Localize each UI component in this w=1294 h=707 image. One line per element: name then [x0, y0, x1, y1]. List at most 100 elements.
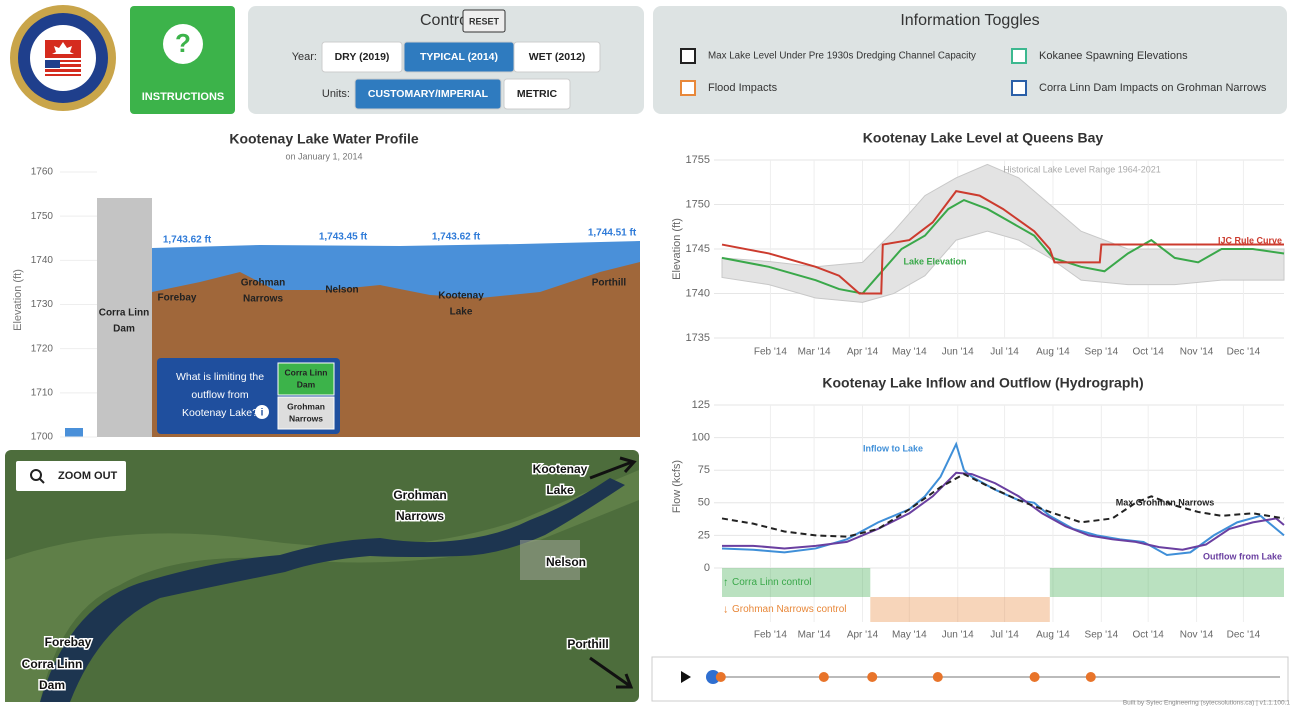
question-text: What is limiting the	[176, 371, 264, 383]
x-tick-label: Oct '14	[1132, 347, 1164, 358]
toggle-label: Kokanee Spawning Elevations	[1039, 50, 1188, 62]
year-button[interactable]	[321, 41, 403, 73]
info-icon-glyph: i	[261, 408, 264, 419]
location-label: Grohman	[241, 278, 285, 289]
profile-title: Kootenay Lake Water Profile	[229, 131, 419, 147]
series-label: Outflow from Lake	[1203, 551, 1282, 561]
x-tick-label: Apr '14	[847, 347, 879, 358]
x-tick-label: Oct '14	[1132, 630, 1164, 641]
range-band-label: Historical Lake Level Range 1964-2021	[1003, 164, 1161, 174]
series-line	[721, 190, 1284, 295]
x-tick-label: May '14	[892, 630, 927, 641]
map-label: Forebay	[45, 635, 92, 649]
water-level-label: 1,744.51 ft	[588, 228, 637, 239]
x-tick-label: Sep '14	[1085, 347, 1119, 358]
toggle-checkbox[interactable]	[1011, 80, 1027, 96]
search-icon-handle	[39, 478, 45, 484]
map-arrow	[589, 456, 637, 480]
units-label: Units:	[322, 88, 350, 100]
series-line	[721, 198, 1285, 295]
profile-y-tick: 1760	[31, 167, 54, 178]
x-tick-label: Dec '14	[1227, 347, 1261, 358]
x-tick-label: Aug '14	[1036, 630, 1070, 641]
reset-button[interactable]	[462, 9, 506, 33]
limit-option-label: Grohman	[287, 401, 325, 411]
toggle-checkbox[interactable]	[1011, 48, 1027, 64]
chart-title: Kootenay Lake Level at Queens Bay	[863, 130, 1104, 146]
timeline-marker[interactable]	[1085, 672, 1096, 682]
profile-y-label: Elevation (ft)	[12, 269, 24, 331]
map-label: Lake	[546, 483, 574, 497]
control-label: Grohman Narrows control	[732, 604, 846, 615]
range-band	[721, 163, 1285, 303]
limit-option[interactable]	[277, 396, 335, 430]
x-tick-label: Nov '14	[1180, 347, 1214, 358]
timeline-marker[interactable]	[818, 672, 829, 682]
control-arrow: ↓	[723, 603, 729, 615]
play-button[interactable]	[681, 671, 691, 683]
map-label: Narrows	[396, 509, 444, 523]
x-tick-label: May '14	[892, 347, 927, 358]
location-label: Porthill	[592, 278, 627, 289]
map-label: Porthill	[567, 637, 608, 651]
units-button-label: METRIC	[517, 88, 558, 100]
profile-y-tick: 1700	[31, 432, 54, 443]
series-label: IJC Rule Curve	[1218, 235, 1282, 245]
location-label: Nelson	[325, 285, 358, 296]
year-button-label: TYPICAL (2014)	[420, 51, 498, 63]
year-button-label: WET (2012)	[529, 51, 586, 63]
timeline-marker[interactable]	[1029, 672, 1040, 682]
x-tick-label: Mar '14	[798, 347, 831, 358]
y-tick-label: 1755	[686, 154, 710, 166]
location-label: Kootenay	[438, 291, 484, 302]
y-tick-label: 100	[692, 432, 710, 444]
x-tick-label: Mar '14	[798, 630, 831, 641]
timeline-marker[interactable]	[715, 672, 726, 682]
limit-option-label: Dam	[297, 379, 316, 389]
limit-option-label: Corra Linn	[285, 367, 328, 377]
units-button-label: CUSTOMARY/IMPERIAL	[368, 88, 489, 100]
profile-y-tick: 1740	[31, 255, 54, 266]
info-icon[interactable]	[255, 405, 269, 419]
timeline-marker[interactable]	[867, 672, 878, 682]
y-axis-label: Elevation (ft)	[671, 218, 683, 280]
x-tick-label: Feb '14	[754, 347, 787, 358]
year-button[interactable]	[513, 41, 601, 73]
year-button-label: DRY (2019)	[335, 51, 390, 63]
units-button[interactable]	[354, 78, 502, 110]
series-label: Lake Elevation	[903, 256, 966, 266]
toggle-checkbox[interactable]	[680, 80, 696, 96]
y-axis-label: Flow (kcfs)	[671, 460, 683, 513]
map-label: Grohman	[393, 488, 446, 502]
location-label: Dam	[113, 324, 135, 335]
y-tick-label: 1745	[686, 243, 710, 255]
water-level-label: 1,743.62 ft	[163, 235, 212, 246]
question-text: outflow from	[191, 389, 248, 401]
series-line	[721, 441, 1285, 556]
x-tick-label: Jul '14	[990, 630, 1019, 641]
toggles-title: Information Toggles	[900, 12, 1039, 29]
location-label: Narrows	[243, 294, 283, 305]
y-tick-label: 1740	[686, 287, 710, 299]
limit-option-label: Narrows	[289, 413, 323, 423]
reset-label: RESET	[469, 16, 500, 26]
y-tick-label: 50	[698, 497, 710, 509]
zoom-out-button[interactable]	[16, 461, 126, 491]
control-period	[722, 568, 871, 597]
location-label: Corra Linn	[99, 308, 150, 319]
profile-y-tick: 1730	[31, 299, 54, 310]
units-button[interactable]	[503, 78, 571, 110]
series-label: Max Grohman Narrows	[1116, 497, 1215, 507]
x-tick-label: Aug '14	[1036, 347, 1070, 358]
x-tick-label: Jun '14	[942, 347, 974, 358]
timeline-marker[interactable]	[932, 672, 943, 682]
timeline-current[interactable]	[706, 670, 720, 684]
x-tick-label: Jun '14	[942, 630, 974, 641]
map-label: Nelson	[546, 555, 586, 569]
location-label: Forebay	[158, 293, 197, 304]
y-tick-label: 125	[692, 399, 710, 411]
limit-option[interactable]	[277, 362, 335, 396]
toggle-checkbox[interactable]	[680, 48, 696, 64]
control-period	[870, 597, 1050, 622]
